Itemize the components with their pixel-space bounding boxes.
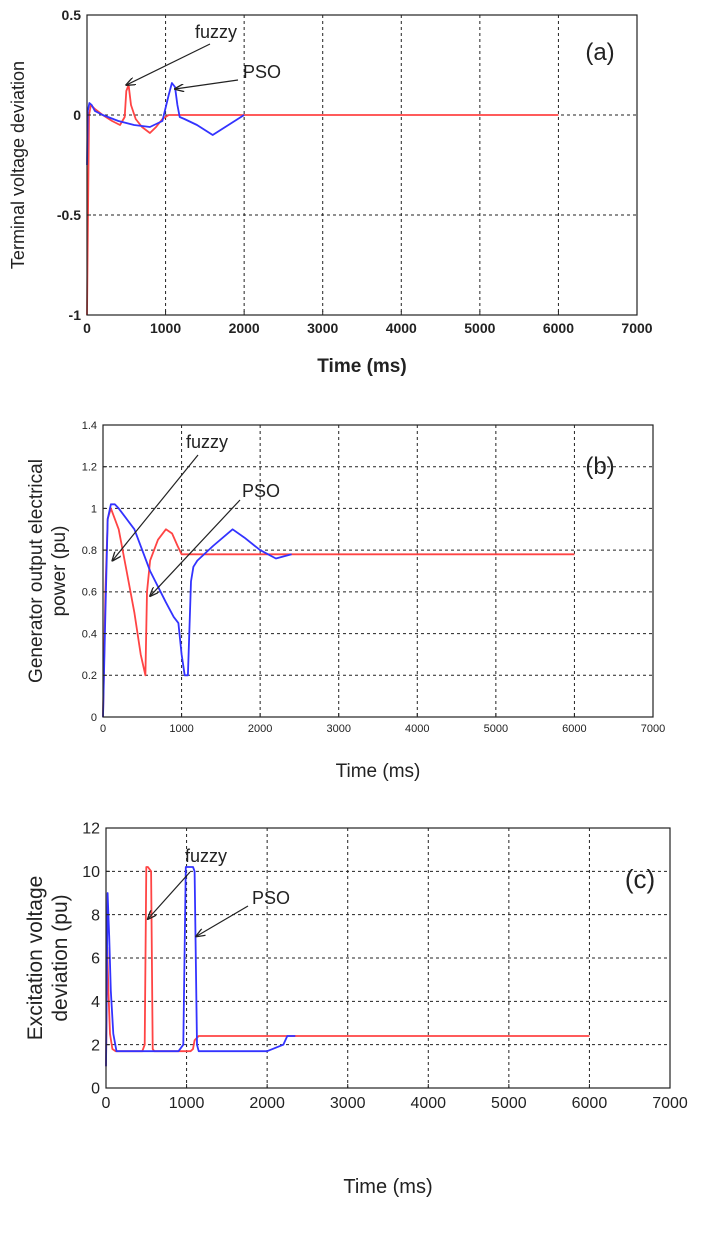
y-tick-label: 10 bbox=[82, 864, 100, 881]
series-line-pso bbox=[102, 503, 292, 718]
y-axis-label-line: Excitation voltage bbox=[24, 876, 47, 1041]
y-tick-label: 0 bbox=[91, 1081, 100, 1098]
x-tick-label: 3000 bbox=[326, 723, 350, 735]
y-axis-label: Terminal voltage deviation bbox=[8, 61, 28, 269]
y-tick-label: 0.8 bbox=[82, 545, 97, 557]
chart-panel-a: 0 1000 2000 3000 4000 5000 6000 7000 -1 -0.5 0 0.5 T… bbox=[8, 7, 653, 377]
plot-area bbox=[87, 15, 637, 315]
y-tick-label: 1 bbox=[91, 503, 97, 515]
y-tick-label: 0 bbox=[73, 107, 81, 123]
x-axis-label: Time (ms) bbox=[336, 761, 421, 782]
y-axis-label-line: power (pu) bbox=[49, 526, 70, 617]
annotation-arrow bbox=[175, 79, 239, 89]
y-tick-label: 0.5 bbox=[62, 7, 82, 23]
y-tick-label: -1 bbox=[69, 307, 82, 323]
x-tick-label: 7000 bbox=[652, 1095, 688, 1112]
y-axis-label-line: Generator output electrical bbox=[26, 459, 47, 683]
annotation-arrow bbox=[126, 43, 211, 85]
panel-label: (c) bbox=[625, 864, 655, 894]
y-tick-label: 0.2 bbox=[82, 670, 97, 682]
y-tick-label: 0 bbox=[91, 712, 97, 724]
x-tick-label: 7000 bbox=[641, 723, 665, 735]
x-tick-label: 5000 bbox=[464, 320, 495, 336]
series-line-fuzzy bbox=[105, 866, 590, 1067]
series-line-pso bbox=[86, 82, 245, 166]
annotation-label-fuzzy: fuzzy bbox=[195, 22, 237, 42]
chart-panel-b: 0 1000 2000 3000 4000 5000 6000 7000 0 0.2 0.4 0.6 0… bbox=[26, 420, 665, 782]
x-tick-label: 6000 bbox=[572, 1095, 608, 1112]
x-tick-label: 2000 bbox=[249, 1095, 285, 1112]
plot-frame bbox=[86, 14, 638, 316]
x-tick-label: 0 bbox=[102, 1095, 111, 1112]
x-axis-label: Time (ms) bbox=[317, 356, 406, 377]
y-axis-label: Excitation voltage deviation (pu) bbox=[24, 876, 72, 1041]
y-tick-label: 2 bbox=[91, 1037, 100, 1054]
annotation-label-fuzzy: fuzzy bbox=[185, 846, 227, 866]
chart-panel-c: 0 1000 2000 3000 4000 5000 6000 7000 0 2 4 6 8 10 12 Ti… bbox=[24, 821, 688, 1198]
y-tick-label: 0.4 bbox=[82, 628, 97, 640]
y-axis-label-line: deviation (pu) bbox=[49, 894, 72, 1021]
x-tick-label: 1000 bbox=[169, 723, 193, 735]
x-tick-label: 2000 bbox=[229, 320, 260, 336]
x-tick-label: 3000 bbox=[330, 1095, 366, 1112]
y-tick-label: 8 bbox=[91, 907, 100, 924]
x-tick-label: 5000 bbox=[484, 723, 508, 735]
x-tick-label: 7000 bbox=[621, 320, 652, 336]
annotation-arrow bbox=[112, 454, 199, 561]
annotation-label-pso: PSO bbox=[252, 888, 290, 908]
y-tick-label: 1.2 bbox=[82, 462, 97, 474]
x-tick-label: 0 bbox=[83, 320, 91, 336]
annotation-label-fuzzy: fuzzy bbox=[186, 432, 228, 452]
series-line-pso bbox=[105, 866, 296, 1067]
x-tick-label: 0 bbox=[100, 723, 106, 735]
y-tick-label: 4 bbox=[91, 994, 100, 1011]
annotation-label-pso: PSO bbox=[242, 481, 280, 501]
annotation-arrow bbox=[148, 871, 191, 919]
y-axis-label: Generator output electricalpower (pu) bbox=[26, 459, 70, 683]
y-tick-label: -0.5 bbox=[57, 207, 81, 223]
x-tick-label: 6000 bbox=[562, 723, 586, 735]
x-tick-label: 1000 bbox=[169, 1095, 205, 1112]
plot-frame bbox=[102, 424, 654, 718]
y-tick-label: 1.4 bbox=[82, 420, 97, 432]
plot-area bbox=[103, 425, 653, 717]
x-tick-label: 2000 bbox=[248, 723, 272, 735]
x-tick-label: 6000 bbox=[543, 320, 574, 336]
x-tick-label: 3000 bbox=[307, 320, 338, 336]
x-tick-label: 5000 bbox=[491, 1095, 527, 1112]
panel-label: (a) bbox=[585, 39, 614, 66]
x-tick-label: 4000 bbox=[410, 1095, 446, 1112]
annotation-arrow bbox=[150, 499, 241, 596]
y-tick-label: 0.6 bbox=[82, 587, 97, 599]
x-tick-label: 4000 bbox=[386, 320, 417, 336]
x-tick-label: 1000 bbox=[150, 320, 181, 336]
x-tick-label: 4000 bbox=[405, 723, 429, 735]
annotation-label-pso: PSO bbox=[243, 62, 281, 82]
panel-label: (b) bbox=[585, 453, 614, 480]
x-axis-label: Time (ms) bbox=[343, 1176, 432, 1198]
y-tick-label: 6 bbox=[91, 951, 100, 968]
annotation-arrow bbox=[196, 905, 249, 936]
y-tick-label: 12 bbox=[82, 821, 100, 838]
